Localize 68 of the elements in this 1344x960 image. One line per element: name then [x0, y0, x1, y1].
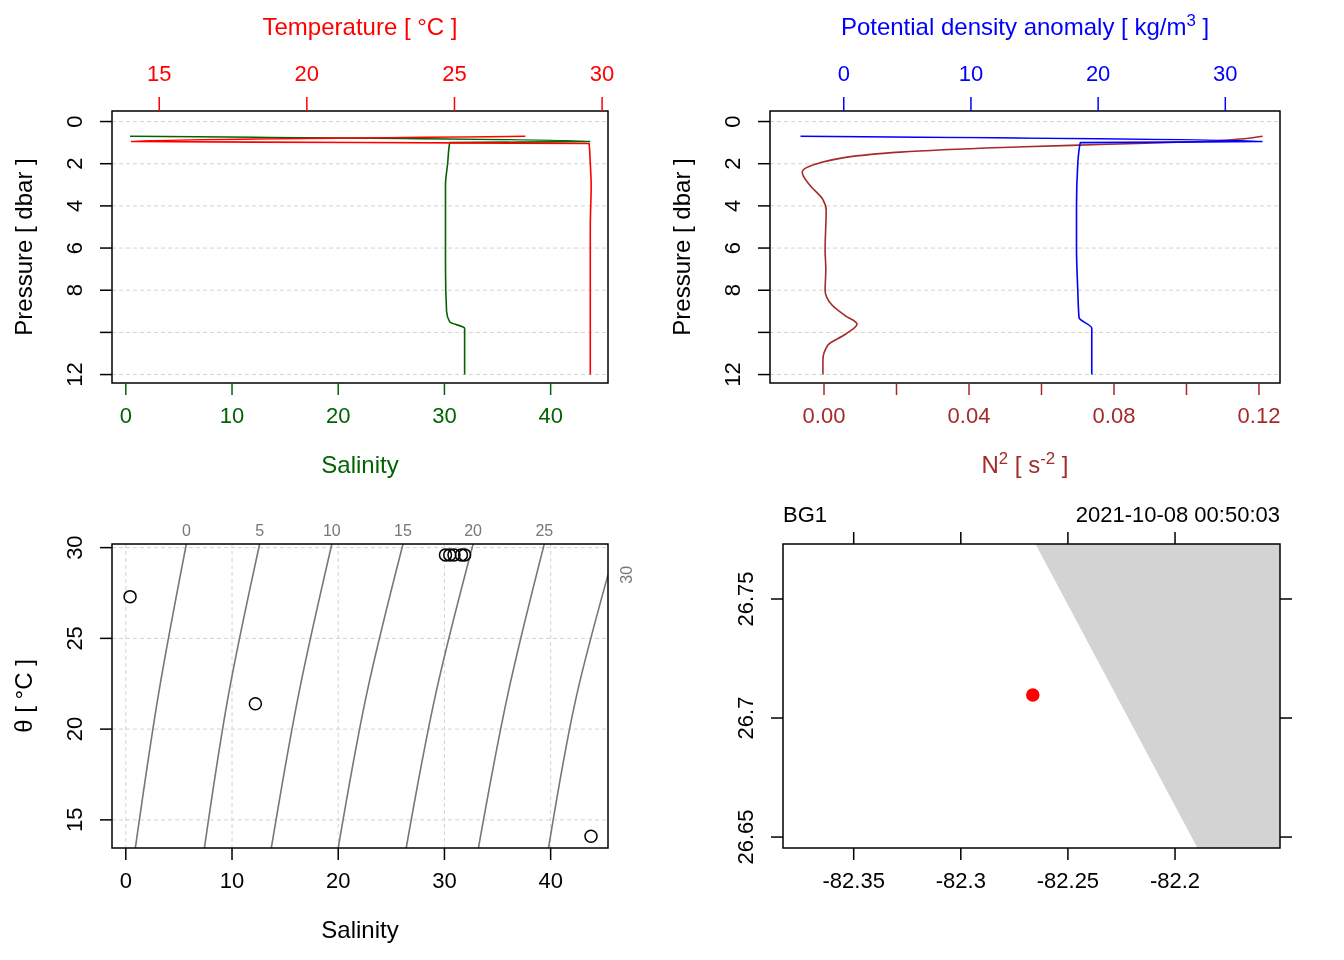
x2-tick-label: 30: [589, 61, 615, 86]
series-label: 5: [255, 522, 265, 539]
x-tick-label: -82.25: [1036, 868, 1100, 893]
y-tick-label: 26.75: [733, 571, 758, 627]
y-tick-label: 12: [62, 362, 87, 387]
x-tick-label: 0.08: [1092, 403, 1136, 428]
x-tick-label: 10: [219, 868, 245, 893]
x2-axis-title: Temperature [ °C ]: [262, 13, 458, 40]
x-tick-label: 0.04: [947, 403, 991, 428]
text: 30: [618, 565, 635, 584]
y-tick-label: 6: [720, 241, 745, 255]
x-tick-label: -82.2: [1149, 868, 1201, 893]
point: [584, 829, 598, 843]
x-tick-label: 0: [119, 868, 132, 893]
x2-tick-label: 25: [442, 61, 467, 86]
x-axis-title: N$^{2}$ [ s$^{-2}$ ]: [981, 448, 1069, 478]
chart-title: BG1: [783, 502, 828, 527]
point: [447, 548, 461, 562]
x-tick-label: 20: [325, 868, 351, 893]
x-axis-title: Salinity: [321, 451, 399, 478]
x2-axis-title: Potential density anomaly [ kg/m$^{3}$ ]: [840, 10, 1210, 40]
y-tick-label: 25: [62, 626, 87, 651]
x-tick-label: 0.12: [1237, 403, 1281, 428]
x-tick-label: -82.35: [822, 868, 885, 893]
x-tick-label: 30: [432, 403, 457, 428]
x-tick-label: 40: [538, 403, 563, 428]
x-tick-label: 30: [432, 868, 457, 893]
x2-tick-label: 10: [958, 61, 984, 86]
x-tick-label: 40: [538, 868, 563, 893]
y-tick-label: 2: [62, 157, 87, 170]
x-axis-title: Salinity: [321, 916, 399, 943]
y-tick-label: 2: [720, 157, 745, 170]
y-tick-label: 30: [62, 535, 87, 560]
point: [438, 548, 453, 562]
x2-tick-label: 30: [1213, 61, 1238, 86]
y-tick-label: 0: [720, 115, 745, 128]
y-tick-label: 15: [62, 807, 87, 833]
y-tick-label: 8: [62, 284, 87, 297]
series-label: 25: [535, 522, 554, 539]
y-tick-label: 12: [720, 362, 745, 387]
series-label: 15: [394, 522, 413, 539]
point: [248, 696, 263, 711]
y-tick-label: 20: [62, 716, 87, 742]
series-label: 20: [464, 522, 483, 539]
y-tick-label: 6: [62, 241, 87, 255]
x2-tick-label: 20: [294, 61, 320, 86]
text: 2021-10-08 00:50:03: [1075, 502, 1280, 527]
y-axis-title: Pressure [ dbar ]: [10, 158, 37, 336]
point: [123, 589, 137, 604]
y-tick-label: 0: [62, 115, 87, 128]
x-tick-label: 10: [219, 403, 245, 428]
y-tick-label: 8: [720, 284, 745, 297]
x-tick-label: 0: [119, 403, 132, 428]
x2-tick-label: 20: [1085, 61, 1111, 86]
x-tick-label: 0.00: [802, 403, 846, 428]
x-tick-label: -82.3: [935, 868, 986, 893]
y-axis-title: θ [ °C ]: [10, 659, 37, 733]
x2-tick-label: 15: [147, 61, 172, 86]
y-tick-label: 26.65: [733, 809, 758, 865]
y-tick-label: 4: [62, 199, 87, 213]
y-tick-label: 4: [720, 199, 745, 213]
series-label: 10: [322, 522, 341, 539]
x2-tick-label: 0: [837, 61, 850, 86]
point: [443, 548, 457, 562]
series-label: 0: [181, 522, 191, 539]
x-tick-label: 20: [325, 403, 351, 428]
y-tick-label: 26.7: [733, 696, 758, 740]
y-axis-title: Pressure [ dbar ]: [668, 158, 695, 336]
